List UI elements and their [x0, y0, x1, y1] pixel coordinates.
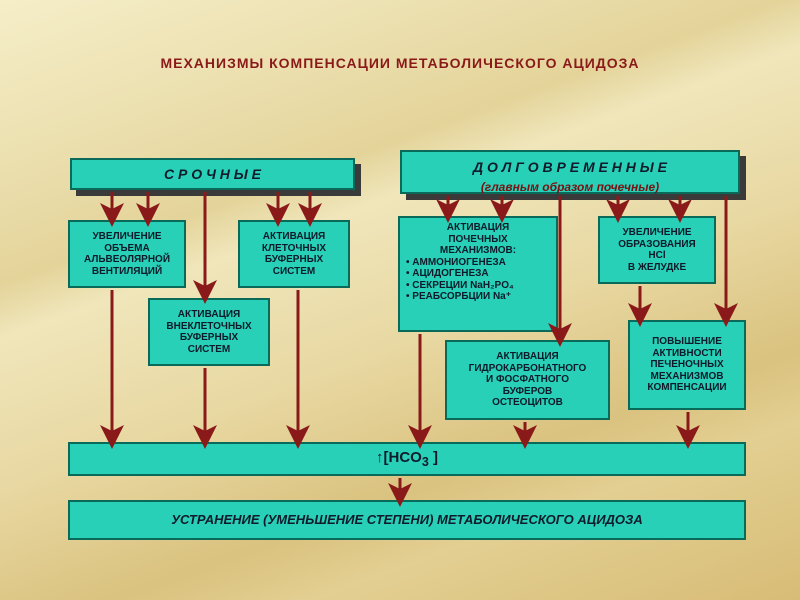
node-osteocyte-buffers: АКТИВАЦИЯГИДРОКАРБОНАТНОГОИ ФОСФАТНОГОБУ…	[445, 340, 610, 420]
hco3-sub: 3	[422, 455, 429, 469]
node-hcl-stomach: УВЕЛИЧЕНИЕОБРАЗОВАНИЯHClВ ЖЕЛУДКЕ	[598, 216, 716, 284]
outcome-text: УСТРАНЕНИЕ (УМЕНЬШЕНИЕ СТЕПЕНИ) МЕТАБОЛИ…	[171, 513, 643, 528]
node-renal-mechanisms: АКТИВАЦИЯПОЧЕЧНЫХМЕХАНИЗМОВ:• АММОНИОГЕН…	[398, 216, 558, 332]
hco3-suffix: ]	[429, 449, 438, 466]
node-extracellular-buffers: АКТИВАЦИЯВНЕКЛЕТОЧНЫХБУФЕРНЫХСИСТЕМ	[148, 298, 270, 366]
header-longterm-label: Д О Л Г О В Р Е М Е Н Н Ы Е	[473, 159, 667, 175]
node-hepatic-mechanisms: ПОВЫШЕНИЕАКТИВНОСТИПЕЧЕНОЧНЫХМЕХАНИЗМОВК…	[628, 320, 746, 410]
diagram-title: МЕХАНИЗМЫ КОМПЕНСАЦИИ МЕТАБОЛИЧЕСКОГО АЦ…	[0, 55, 800, 71]
bar-hco3: ↑[HCO3 ]	[68, 442, 746, 476]
bar-outcome: УСТРАНЕНИЕ (УМЕНЬШЕНИЕ СТЕПЕНИ) МЕТАБОЛИ…	[68, 500, 746, 540]
header-urgent-label: С Р О Ч Н Ы Е	[164, 166, 261, 182]
node-cellular-buffers: АКТИВАЦИЯКЛЕТОЧНЫХБУФЕРНЫХСИСТЕМ	[238, 220, 350, 288]
header-longterm-sub: (главным образом почечные)	[400, 180, 740, 194]
node-ventilation: УВЕЛИЧЕНИЕОБЪЕМААЛЬВЕОЛЯРНОЙВЕНТИЛЯЦИЙ	[68, 220, 186, 288]
header-urgent: С Р О Ч Н Ы Е	[70, 158, 355, 190]
hco3-prefix: ↑[HCO	[376, 449, 422, 466]
